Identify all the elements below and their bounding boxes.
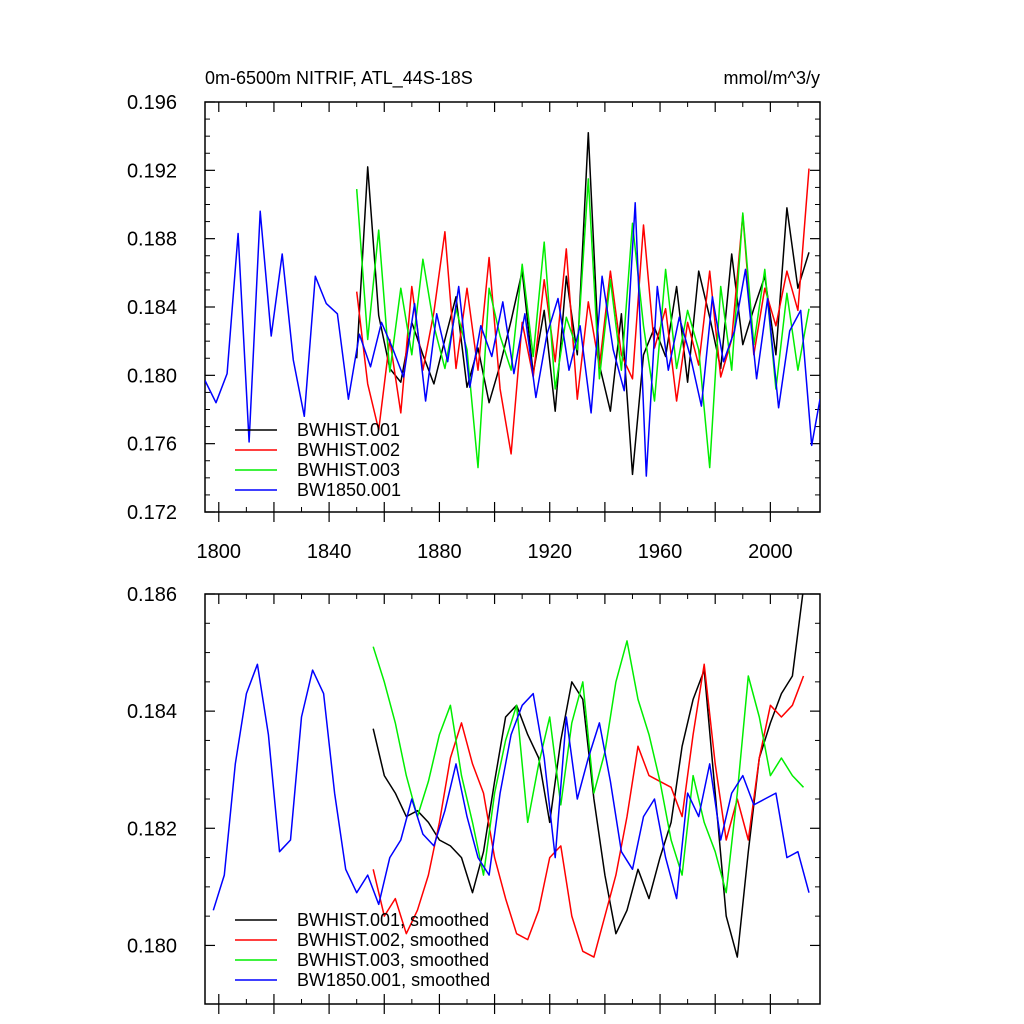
top-legend-label-1: BWHIST.001 — [297, 420, 400, 440]
bottom-series-line-4 — [212, 663, 810, 911]
top-y-tick-label: 0.196 — [127, 92, 177, 114]
bottom-series-group — [212, 594, 810, 958]
top-x-tick-label: 2000 — [748, 541, 793, 563]
top-series-line-4 — [205, 202, 820, 477]
bottom-panel: 0.180 0.182 0.184 0.186 BWHIST.001, smoothe… — [127, 584, 821, 1014]
top-x-tick-label: 1920 — [527, 541, 572, 563]
bottom-legend-label-1: BWHIST.001, smoothed — [297, 910, 489, 930]
top-x-tick-label: 1880 — [417, 541, 462, 563]
bottom-y-tick-label: 0.182 — [127, 818, 177, 840]
bottom-legend-label-3: BWHIST.003, smoothed — [297, 950, 489, 970]
top-series-line-3 — [355, 178, 810, 469]
bottom-tick-group: 0.180 0.182 0.184 0.186 — [127, 584, 820, 1014]
top-chart-units: mmol/m^3/y — [724, 68, 820, 88]
bottom-legend-label-2: BWHIST.002, smoothed — [297, 930, 489, 950]
top-y-tick-label: 0.192 — [127, 160, 177, 182]
bottom-y-tick-label: 0.180 — [127, 935, 177, 957]
bottom-series-line-3 — [372, 640, 805, 894]
top-x-tick-label: 1840 — [307, 541, 352, 563]
top-series-group — [205, 131, 820, 477]
top-legend-label-2: BWHIST.002 — [297, 440, 400, 460]
top-x-tick-label: 1960 — [638, 541, 683, 563]
top-x-tick-label: 1800 — [197, 541, 242, 563]
bottom-series-line-2 — [372, 663, 805, 958]
bottom-legend-label-4: BW1850.001, smoothed — [297, 970, 490, 990]
top-panel: 0m-6500m NITRIF, ATL_44S-18S mmol/m^3/y … — [127, 68, 821, 563]
top-y-tick-label: 0.172 — [127, 502, 177, 524]
top-legend-label-4: BW1850.001 — [297, 480, 401, 500]
top-y-tick-label: 0.188 — [127, 229, 177, 251]
top-series-line-1 — [355, 131, 810, 476]
top-tick-group: 0.172 0.176 0.180 0.184 0.188 0.192 0.196 1800 1… — [127, 92, 820, 563]
top-chart-title: 0m-6500m NITRIF, ATL_44S-18S — [205, 68, 473, 89]
top-y-tick-label: 0.180 — [127, 365, 177, 387]
top-y-tick-label: 0.184 — [127, 297, 177, 319]
bottom-series-line-1 — [372, 594, 804, 958]
bottom-y-tick-label: 0.186 — [127, 584, 177, 606]
top-y-tick-label: 0.176 — [127, 434, 177, 456]
top-legend-label-3: BWHIST.003 — [297, 460, 400, 480]
bottom-y-tick-label: 0.184 — [127, 701, 177, 723]
